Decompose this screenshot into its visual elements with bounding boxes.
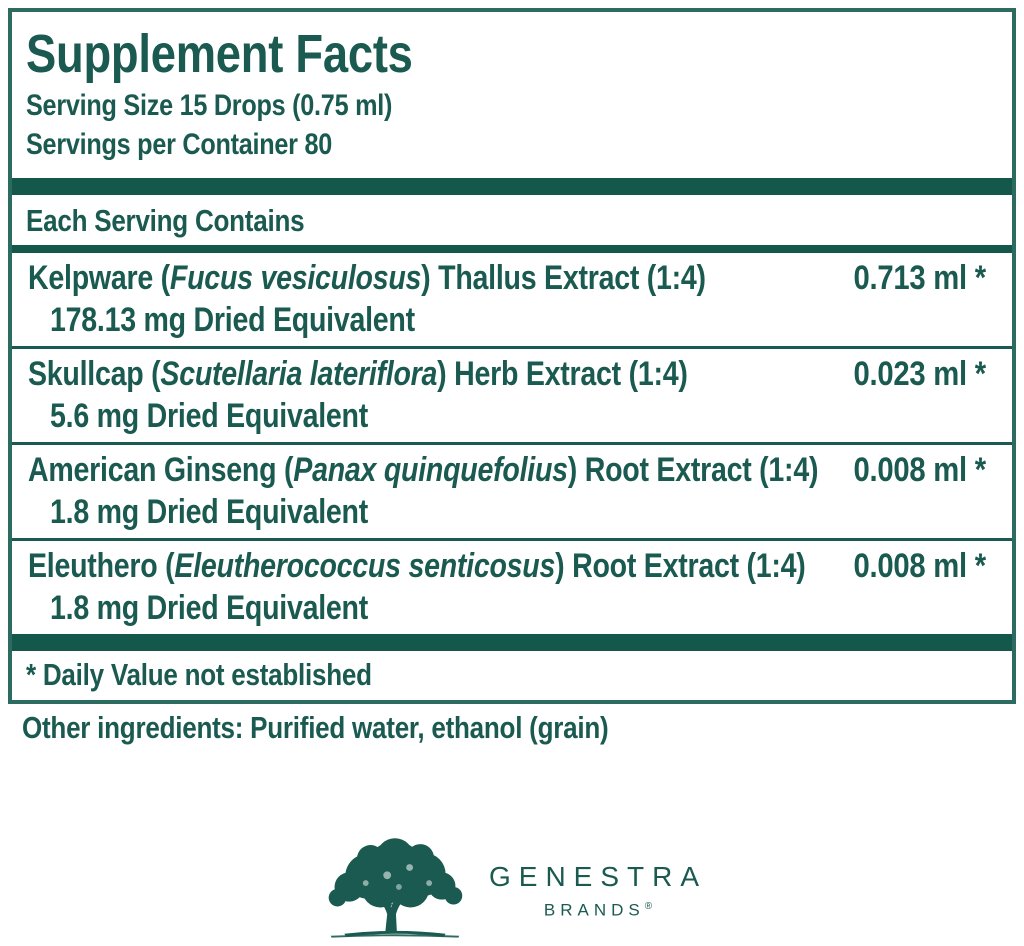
dried-equivalent: 178.13 mg Dried Equivalent bbox=[50, 301, 415, 339]
ingredient-row: Eleuthero (Eleutherococcus senticosus) R… bbox=[12, 541, 1012, 634]
ingredient-name-line: Kelpware (Fucus vesiculosus) Thallus Ext… bbox=[12, 257, 1012, 299]
latin-name: Scutellaria lateriflora bbox=[160, 355, 438, 393]
dried-equivalent: 5.6 mg Dried Equivalent bbox=[50, 397, 368, 435]
ingredient-amount: 0.008 ml * bbox=[853, 451, 987, 489]
each-serving-contains-header: Each Serving Contains bbox=[26, 203, 305, 238]
ingredient-amount: 0.008 ml * bbox=[853, 547, 987, 585]
supplement-facts-panel: Supplement Facts Serving Size 15 Drops (… bbox=[8, 8, 1016, 704]
serving-size: Serving Size 15 Drops (0.75 ml) bbox=[26, 89, 393, 122]
ingredient-name: Skullcap (Scutellaria lateriflora) Herb … bbox=[28, 355, 688, 393]
ingredient-row: American Ginseng (Panax quinquefolius) R… bbox=[12, 445, 1012, 538]
ingredient-amount: 0.023 ml * bbox=[853, 355, 987, 393]
ingredient-amount: 0.713 ml * bbox=[853, 259, 987, 297]
servings-per-container: Servings per Container 80 bbox=[26, 128, 333, 161]
ingredient-name-line: American Ginseng (Panax quinquefolius) R… bbox=[12, 449, 1012, 491]
ingredient-name: American Ginseng (Panax quinquefolius) R… bbox=[28, 451, 819, 489]
row-divider bbox=[12, 442, 1012, 445]
ingredient-name-line: Eleuthero (Eleutherococcus senticosus) R… bbox=[12, 545, 1012, 587]
tree-logo-icon bbox=[317, 832, 473, 940]
section-bar-header bbox=[12, 245, 1012, 253]
latin-name: Fucus vesiculosus bbox=[169, 259, 422, 297]
section-bar-top bbox=[12, 178, 1012, 195]
panel-title: Supplement Facts bbox=[26, 22, 1012, 86]
dried-equivalent: 1.8 mg Dried Equivalent bbox=[50, 493, 368, 531]
row-divider bbox=[12, 538, 1012, 541]
ingredient-row: Kelpware (Fucus vesiculosus) Thallus Ext… bbox=[12, 253, 1012, 346]
brand-text: GENESTRA BRANDS® bbox=[489, 862, 707, 922]
daily-value-footnote: * Daily Value not established bbox=[26, 657, 372, 692]
row-divider bbox=[12, 346, 1012, 349]
panel-title-text: Supplement Facts bbox=[26, 24, 413, 84]
ingredient-name: Kelpware (Fucus vesiculosus) Thallus Ext… bbox=[28, 259, 706, 297]
ingredient-name-line: Skullcap (Scutellaria lateriflora) Herb … bbox=[12, 353, 1012, 395]
other-ingredients: Other ingredients: Purified water, ethan… bbox=[22, 710, 609, 745]
brand-logo: GENESTRA BRANDS® bbox=[317, 832, 707, 940]
ingredient-name: Eleuthero (Eleutherococcus senticosus) R… bbox=[28, 547, 806, 585]
ingredient-row: Skullcap (Scutellaria lateriflora) Herb … bbox=[12, 349, 1012, 442]
registered-mark: ® bbox=[644, 901, 653, 912]
latin-name: Eleutherococcus senticosus bbox=[174, 547, 556, 585]
dried-equivalent: 1.8 mg Dried Equivalent bbox=[50, 589, 368, 627]
brand-subtitle: BRANDS® bbox=[543, 900, 653, 920]
brand-name: GENESTRA bbox=[488, 861, 708, 892]
section-bar-bottom bbox=[12, 634, 1012, 651]
latin-name: Panax quinquefolius bbox=[293, 451, 568, 489]
